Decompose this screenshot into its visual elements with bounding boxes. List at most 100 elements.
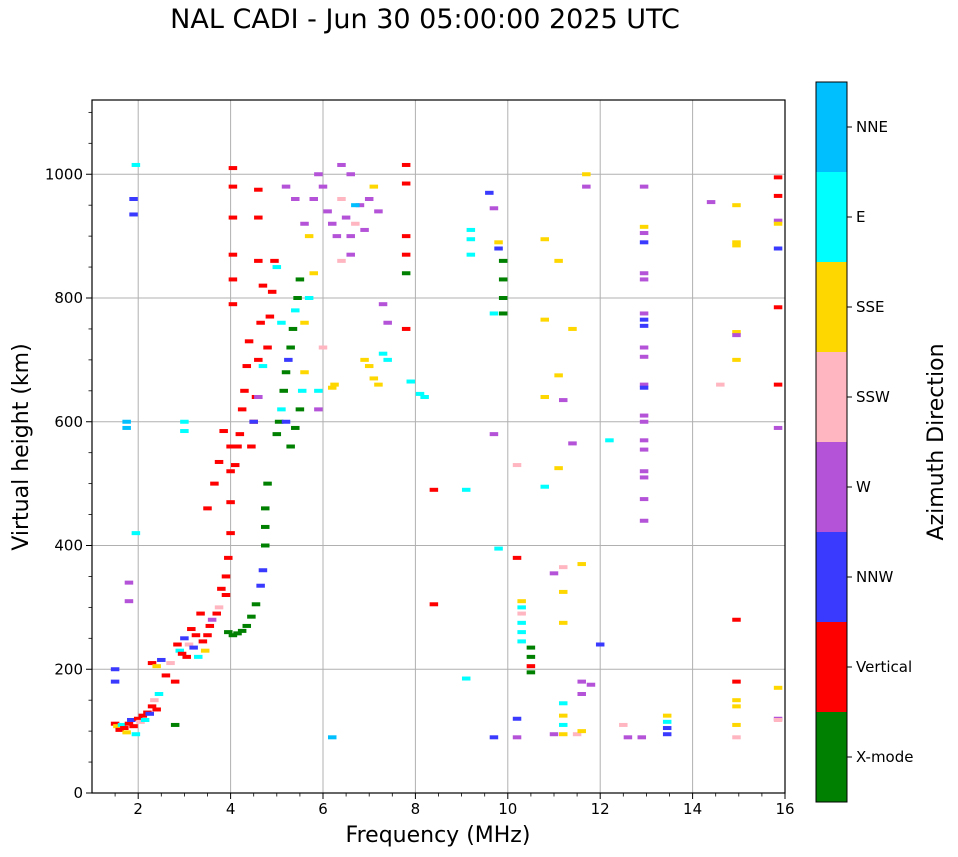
echo-point [383,357,392,362]
echo-point [369,376,379,381]
echo-point [127,717,136,722]
echo-point [323,209,332,214]
echo-point [254,395,263,399]
colorbar-segment [816,532,847,622]
echo-point [284,357,293,362]
echo-point [732,240,741,245]
echo-point [732,735,741,740]
x-tick-label: 6 [318,800,328,818]
echo-point [401,252,411,257]
echo-point [355,203,365,208]
echo-point [572,732,582,737]
echo-point [228,215,238,220]
echo-point [773,685,783,690]
x-tick-label: 16 [775,800,794,818]
echo-point [196,611,205,616]
echo-point [549,571,559,576]
echo-point [233,631,242,636]
echo-point [136,719,145,724]
echo-point [207,617,217,622]
echo-point [489,311,499,316]
echo-point [568,326,577,331]
echo-point [279,388,288,393]
echo-point [639,277,649,282]
echo-point [337,162,346,167]
echo-point [732,617,741,622]
echo-point [157,657,166,662]
echo-point [129,212,138,217]
echo-point [706,200,716,205]
echo-point [346,172,355,177]
x-axis-label: Frequency (MHz) [346,823,531,848]
echo-point [150,698,159,703]
echo-point [261,524,270,529]
echo-point [773,425,783,430]
echo-point [773,246,783,251]
echo-point [732,243,741,248]
echo-point [554,466,563,471]
echo-point [189,645,198,650]
echo-point [214,605,224,610]
echo-point [485,190,494,195]
echo-point [639,413,649,418]
echo-point [228,252,238,257]
echo-point [314,407,323,412]
echo-point [258,364,268,369]
echo-point [291,197,300,201]
echo-point [277,407,286,412]
echo-point [773,193,783,198]
echo-point [639,184,649,189]
echo-point [203,633,212,638]
echo-point [623,735,633,740]
echo-point [152,707,161,712]
echo-point [773,305,783,310]
echo-point [263,481,272,486]
axes: 2 4 6 8 10 12 14 16 0 200 400 600 800 1000 [45,111,795,818]
x-tick-label: 4 [226,800,236,818]
echo-point [662,732,672,737]
echo-point [605,438,614,443]
echo-point [378,351,388,356]
echo-point [732,330,741,335]
echo-point [517,630,526,635]
echo-point [133,716,143,721]
echo-point [166,661,175,666]
echo-point [540,237,550,242]
echo-point [226,500,235,505]
echo-point [122,419,131,424]
echo-point [122,730,131,735]
echo-point [406,379,416,384]
echo-point [198,639,208,644]
echo-point [228,184,238,189]
echo-point [732,357,741,362]
echo-point [351,203,360,208]
colorbar-tick-label: NNE [856,118,888,136]
echo-point [293,296,302,300]
echo-point [558,620,568,625]
echo-point [242,364,252,369]
echo-point [517,605,526,610]
echo-point [401,181,411,186]
echo-point [226,531,235,536]
echo-point [773,382,783,387]
echo-point [191,633,201,638]
echo-point [401,326,411,331]
echo-point [346,252,355,257]
echo-point [401,162,411,167]
echo-point [489,206,499,211]
echo-point [261,506,270,511]
echo-point [639,469,649,474]
echo-point [773,221,783,226]
echo-point [526,664,536,669]
echo-point [228,302,238,307]
echo-point [286,444,295,449]
echo-point [131,732,141,737]
echo-point [224,630,233,635]
y-tick-label: 1000 [45,165,83,183]
echo-point [360,227,369,232]
echo-point [773,175,783,180]
echo-point [773,218,783,223]
echo-point [122,425,131,430]
echo-point [233,444,242,449]
